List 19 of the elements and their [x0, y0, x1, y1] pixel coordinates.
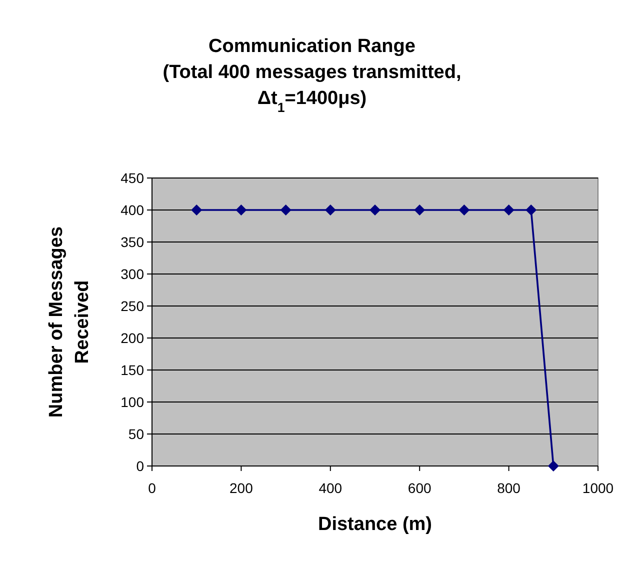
x-tick-label: 800: [497, 480, 521, 496]
x-tick-label: 600: [408, 480, 432, 496]
y-tick-label: 300: [120, 266, 144, 282]
y-tick-label: 0: [136, 458, 144, 474]
x-axis-title: Distance (m): [318, 514, 432, 535]
y-axis-title: Number of Messages Received: [46, 226, 93, 418]
y-tick-label: 350: [120, 234, 144, 250]
y-tick-label: 200: [120, 330, 144, 346]
x-tick-label: 200: [230, 480, 254, 496]
y-tick-label: 400: [120, 202, 144, 218]
y-tick-label: 450: [120, 170, 144, 186]
y-tick-label: 50: [128, 426, 144, 442]
chart-title: Communication Range (Total 400 messages transmitted, Δt$_{1}$=1400μs): [162, 36, 462, 114]
x-tick-label: 0: [148, 480, 156, 496]
y-tick-label: 250: [120, 298, 144, 314]
x-tick-label: 1000: [582, 480, 614, 496]
y-tick-label: 100: [120, 394, 144, 410]
y-tick-label: 150: [120, 362, 144, 378]
x-tick-label: 400: [318, 480, 342, 496]
